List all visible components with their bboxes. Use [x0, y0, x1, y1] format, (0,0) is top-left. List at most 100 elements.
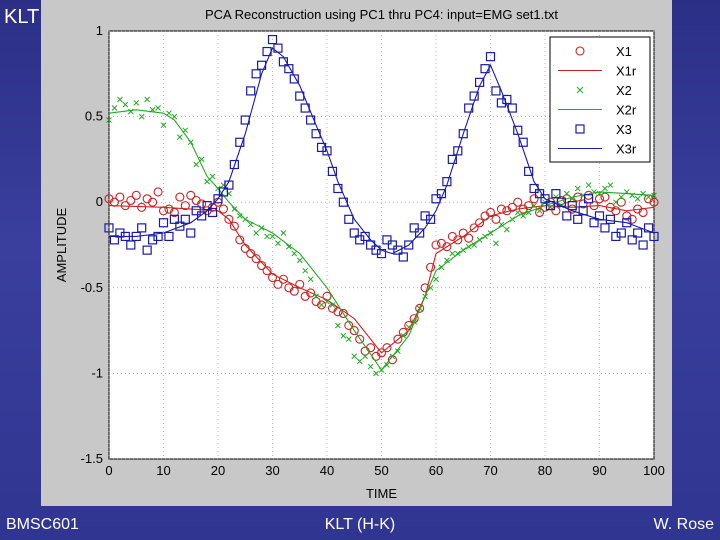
x-tick-label: 10: [156, 463, 170, 478]
x3-point: [387, 240, 397, 250]
x-tick-label: 0: [105, 463, 112, 478]
x3-point: [126, 240, 136, 250]
x3-point: [502, 94, 512, 105]
x2-point: [231, 206, 238, 212]
x1-point: [246, 249, 256, 259]
x3-point: [398, 252, 408, 262]
x3-point: [600, 223, 610, 233]
x1-point: [126, 195, 136, 206]
x3-point: [251, 69, 261, 79]
x3-point: [333, 183, 343, 194]
x3-point: [447, 154, 457, 164]
x2-point: [536, 207, 543, 214]
legend-label: X3r: [616, 142, 637, 157]
x2-point: [296, 257, 303, 264]
x3-point: [235, 137, 245, 147]
x2-point: [204, 178, 210, 185]
x1-point: [273, 279, 283, 289]
y-tick-label: -0.5: [81, 280, 103, 295]
x2-point: [384, 361, 390, 368]
x2-point: [253, 230, 260, 236]
x3-point: [540, 194, 550, 204]
x2-point: [547, 204, 554, 211]
x2-point: [236, 213, 243, 219]
x3-point: [349, 228, 359, 238]
x1-point: [578, 199, 588, 209]
y-tick-label: 0.5: [85, 109, 103, 124]
x1-point: [600, 192, 610, 202]
x3-point: [284, 64, 294, 74]
legend-label: X3: [616, 122, 632, 137]
x3-point: [158, 218, 169, 228]
x1-point: [491, 214, 501, 224]
x2-point: [618, 194, 625, 200]
x2-point: [400, 332, 407, 339]
x3-point: [404, 240, 414, 250]
x1-point: [131, 190, 141, 200]
x-tick-label: 100: [643, 463, 665, 478]
x2-point: [313, 293, 319, 300]
chart-title: PCA Reconstruction using PC1 thru PC4: i…: [205, 7, 558, 22]
legend-label: X1: [616, 44, 632, 59]
x1-point: [224, 214, 234, 224]
x1-point: [229, 221, 239, 231]
y-tick-label: -1: [91, 365, 103, 380]
legend-swatch: [575, 124, 585, 134]
x2-point: [563, 190, 570, 197]
x3-point: [306, 115, 316, 125]
x2-point: [291, 250, 298, 257]
x1-point: [306, 288, 316, 298]
footer-author: W. Rose: [653, 516, 714, 533]
x2-point: [503, 226, 510, 233]
x-tick-label: 90: [592, 463, 606, 478]
x3-point: [643, 223, 654, 233]
y-tick-label: 1: [96, 23, 103, 38]
x2-point: [275, 240, 281, 247]
x1-point: [594, 194, 605, 204]
x2-point: [367, 363, 374, 370]
x1-point: [616, 197, 626, 207]
x-tick-label: 20: [211, 463, 225, 478]
x2-point: [193, 161, 200, 168]
x1-point: [262, 266, 272, 276]
x2-point: [280, 230, 287, 236]
x1-point: [534, 207, 545, 218]
x3-point: [137, 223, 147, 233]
x3-point: [485, 52, 496, 62]
x1-point: [415, 303, 425, 313]
x3-point: [197, 211, 207, 221]
x2-point: [335, 322, 341, 329]
x2-point: [531, 202, 537, 209]
x3-point: [382, 235, 392, 245]
x1-point: [611, 206, 621, 216]
x-tick-label: 50: [374, 463, 388, 478]
pca-reconstruction-chart: 0 10 20 30 40 50 60 70 80 90 100 1 0.5 0 -0.5 -1 -1.5 PCA…: [54, 7, 665, 501]
x2-point: [634, 195, 641, 202]
x-tick-label: 60: [429, 463, 443, 478]
x3-point: [415, 228, 425, 238]
x3-point: [616, 228, 626, 238]
x1-point: [469, 223, 479, 233]
x3-point: [589, 218, 599, 228]
legend-box: [549, 36, 651, 163]
x1-point: [464, 233, 474, 243]
x2-point: [612, 199, 619, 206]
x2-point: [209, 173, 216, 180]
x2-point: [405, 324, 412, 331]
x3-point: [633, 228, 643, 238]
x2-point: [166, 110, 172, 117]
x3-point: [191, 206, 201, 216]
x1-point: [208, 202, 218, 212]
x2-point: [160, 122, 167, 129]
x3-point: [180, 214, 190, 224]
x2-point: [373, 370, 379, 377]
legend-label: X2: [616, 83, 632, 98]
x1-point: [153, 187, 163, 197]
x2-point: [574, 185, 581, 192]
x3-point: [409, 223, 419, 233]
x2-point: [340, 332, 347, 339]
y-tick-label: 0: [96, 194, 103, 209]
y-tick-label: -1.5: [81, 451, 103, 466]
x2-point: [122, 101, 129, 108]
x3-point: [524, 166, 534, 176]
